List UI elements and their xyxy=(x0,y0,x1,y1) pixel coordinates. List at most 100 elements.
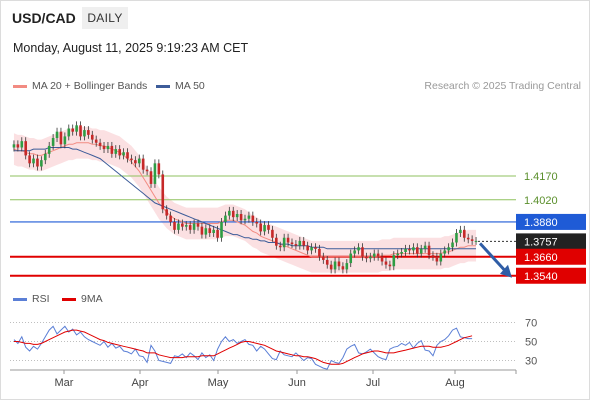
candle-body xyxy=(392,255,396,267)
candle-body xyxy=(32,158,35,164)
timeframe-button[interactable]: DAILY xyxy=(82,7,128,29)
resistance-label: 1.4170 xyxy=(524,171,558,183)
candle-body xyxy=(459,229,462,233)
candle-body xyxy=(388,264,392,267)
candle-body xyxy=(204,228,208,235)
x-axis-label: Apr xyxy=(131,377,148,389)
candle-body xyxy=(141,158,145,170)
legend-rsi: RSI xyxy=(13,293,50,305)
candle-body xyxy=(196,223,200,227)
candle-body xyxy=(278,245,282,248)
candle-body xyxy=(369,256,372,259)
candle-body xyxy=(451,242,454,248)
candle-body xyxy=(110,145,114,154)
rsi-level-label: 30 xyxy=(525,356,537,368)
candle-body xyxy=(380,256,384,262)
candle-body xyxy=(275,237,278,246)
rsi-9ma-line xyxy=(14,329,473,365)
candle-body xyxy=(157,163,161,175)
candle-body xyxy=(137,158,141,164)
legend-9ma-label: 9MA xyxy=(81,293,103,305)
candle-body xyxy=(40,160,43,167)
candle-body xyxy=(306,245,309,251)
candle-body xyxy=(447,247,450,251)
candle-body xyxy=(134,160,137,164)
candle-body xyxy=(318,248,321,257)
pivot-label: 1.3880 xyxy=(524,217,558,229)
candle-body xyxy=(43,153,47,161)
candle-body xyxy=(408,248,411,251)
candle-body xyxy=(470,239,474,241)
candle-body xyxy=(314,247,317,249)
candle-body xyxy=(173,221,176,230)
pivot-label-box xyxy=(516,213,586,230)
candle-body xyxy=(12,144,16,148)
candle-body xyxy=(243,218,247,221)
candle-body xyxy=(384,261,388,265)
candle-body xyxy=(239,214,243,221)
candle-body xyxy=(341,266,345,270)
legend-9ma: 9MA xyxy=(62,293,103,305)
support-label-box xyxy=(516,248,586,265)
candle-body xyxy=(20,141,24,148)
candle-body xyxy=(466,237,470,240)
candle-body xyxy=(329,264,333,270)
candle-body xyxy=(353,250,356,254)
candle-body xyxy=(216,229,219,238)
candle-body xyxy=(333,261,337,270)
last-price-box xyxy=(516,233,586,250)
candle-body xyxy=(247,215,251,219)
candle-body xyxy=(282,237,286,248)
candle-body xyxy=(431,255,435,257)
last-price-label: 1.3757 xyxy=(524,236,558,248)
candle-body xyxy=(149,171,153,184)
candle-body xyxy=(349,253,353,264)
rsi-level-label: 70 xyxy=(525,318,537,330)
candle-body xyxy=(224,215,227,222)
candle-body xyxy=(271,229,274,238)
support-label: 1.3540 xyxy=(524,271,558,283)
candle-body xyxy=(337,261,341,267)
legend-rsi-label: RSI xyxy=(32,293,50,305)
candle-body xyxy=(177,223,180,230)
candle-body xyxy=(255,221,259,224)
candle-body xyxy=(474,240,478,242)
candle-body xyxy=(455,233,458,243)
candle-body xyxy=(419,248,423,254)
candle-body xyxy=(220,221,223,238)
candle-body xyxy=(286,237,290,243)
candle-body xyxy=(235,214,239,218)
support-label-box xyxy=(516,267,586,284)
candle-body xyxy=(462,229,466,238)
candle-body xyxy=(416,247,419,254)
candle-body xyxy=(231,210,235,218)
ma50-line xyxy=(14,147,476,250)
candle-body xyxy=(208,228,212,233)
credit-text: Research © 2025 Trading Central xyxy=(424,80,581,92)
candle-body xyxy=(427,245,431,256)
ma20-swatch xyxy=(13,84,27,88)
candle-body xyxy=(55,131,59,138)
candle-body xyxy=(443,250,447,254)
candle-body xyxy=(102,145,106,150)
candle-body xyxy=(79,125,82,137)
candle-body xyxy=(400,252,403,254)
candle-body xyxy=(75,125,78,132)
timestamp: Monday, August 11, 2025 9:19:23 AM CET xyxy=(13,41,249,55)
candle-body xyxy=(228,210,231,216)
candle-body xyxy=(90,134,94,140)
candle-body xyxy=(439,253,443,262)
candle-body xyxy=(36,158,39,167)
candle-body xyxy=(83,130,86,137)
candle-body xyxy=(325,259,329,265)
candle-body xyxy=(435,256,439,262)
candle-body xyxy=(361,247,364,257)
rsi-swatch xyxy=(13,297,27,301)
candle-body xyxy=(165,209,168,216)
candle-body xyxy=(181,223,184,227)
candle-body xyxy=(267,225,270,230)
forecast-arrow-head xyxy=(500,264,512,278)
candle-body xyxy=(16,144,20,148)
candle-body xyxy=(290,242,294,245)
